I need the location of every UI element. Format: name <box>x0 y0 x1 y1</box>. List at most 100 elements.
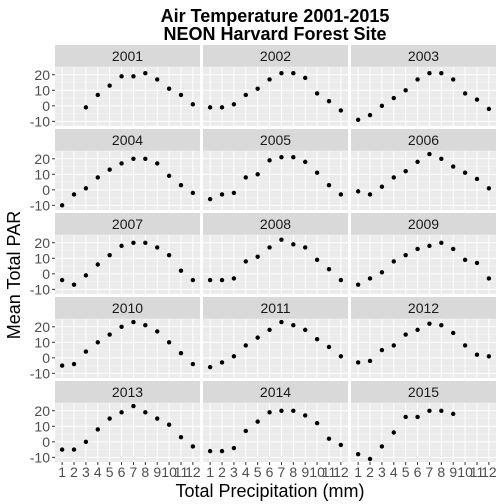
facet-strip-label: 2009 <box>408 216 439 232</box>
facet-strip-label: 2010 <box>112 300 143 316</box>
data-point <box>155 416 160 421</box>
data-point <box>427 243 432 249</box>
data-point <box>107 83 112 88</box>
facet-strip-label: 2001 <box>112 48 143 64</box>
data-point <box>355 117 361 122</box>
x-tick-label: 11 <box>174 464 189 480</box>
facet-panel-2015: 2015 <box>351 381 496 462</box>
facet-panel-2010: 2010 <box>55 297 200 378</box>
facet-strip-label: 2005 <box>260 132 291 148</box>
y-tick-label: -10 <box>30 449 50 465</box>
facet-panel-2005: 2005 <box>203 129 348 210</box>
data-point <box>119 410 124 415</box>
data-point <box>190 190 196 196</box>
data-point <box>379 347 385 353</box>
data-point <box>427 321 432 326</box>
facet-strip <box>55 213 200 235</box>
data-point <box>415 246 420 252</box>
facet-plot-area <box>203 67 348 126</box>
data-point <box>391 95 396 101</box>
data-point <box>178 350 184 356</box>
data-point <box>166 86 172 91</box>
facet-grid: 2001 2002 2003 2004 2005 2006 2007 2008 2009 2010… <box>55 45 496 462</box>
facet-plot-area <box>55 403 200 462</box>
y-tick-label: 20 <box>34 319 50 335</box>
facet-plot-area <box>203 403 348 462</box>
y-tick-label: -10 <box>30 365 50 381</box>
data-point <box>279 71 284 76</box>
data-point <box>303 75 308 81</box>
facet-strip <box>203 297 348 319</box>
data-point <box>190 444 196 449</box>
data-point <box>451 246 456 252</box>
data-point <box>231 354 237 359</box>
data-point <box>243 175 248 180</box>
data-point <box>279 155 284 160</box>
data-point <box>95 427 100 432</box>
data-point <box>71 282 77 287</box>
data-point <box>415 159 420 165</box>
data-point <box>267 77 272 82</box>
facet-strip-label: 2013 <box>112 384 143 400</box>
facet-plot-area <box>55 235 200 294</box>
data-point <box>207 105 213 110</box>
data-point <box>367 112 373 118</box>
data-point <box>143 410 148 415</box>
data-point <box>243 343 248 348</box>
data-point <box>486 354 492 359</box>
data-point <box>83 273 89 278</box>
data-point <box>178 434 184 440</box>
data-point <box>107 252 112 258</box>
x-tick-label: 4 <box>94 464 102 480</box>
y-tick-label: 0 <box>42 182 50 198</box>
data-point <box>439 240 444 245</box>
facet-plot-area <box>203 319 348 378</box>
facet-strip-label: 2003 <box>408 48 439 64</box>
facet-strip <box>203 45 348 67</box>
x-tick-label: 9 <box>301 464 309 480</box>
data-point <box>379 103 385 109</box>
data-point <box>338 108 344 113</box>
data-point <box>486 186 492 191</box>
data-point <box>391 259 396 264</box>
data-point <box>95 340 100 345</box>
data-point <box>267 158 272 163</box>
data-point <box>415 327 420 333</box>
data-point <box>314 420 320 426</box>
data-point <box>71 192 77 197</box>
data-point <box>355 360 361 365</box>
facet-panel-2011: 2011 <box>203 297 348 378</box>
data-point <box>291 408 296 413</box>
x-tick-label: 8 <box>141 464 149 480</box>
data-point <box>243 428 248 434</box>
data-point <box>303 413 308 418</box>
facet-plot-area <box>351 319 496 378</box>
facet-panel-2007: 2007 <box>55 213 200 294</box>
data-point <box>338 442 344 448</box>
data-point <box>338 277 344 283</box>
data-point <box>291 71 296 76</box>
data-point <box>415 77 420 82</box>
facet-strip-label: 2007 <box>112 216 143 232</box>
data-point <box>267 327 272 333</box>
x-tick-label: 2 <box>366 464 374 480</box>
data-point <box>131 403 136 409</box>
facet-strip-label: 2011 <box>260 300 290 316</box>
data-point <box>107 167 112 172</box>
y-tick-label: 10 <box>34 334 50 350</box>
facet-panel-2001: 2001 <box>55 45 200 126</box>
x-tick-label: 10 <box>457 464 473 480</box>
data-point <box>219 360 225 365</box>
facet-panel-2009: 2009 <box>351 213 496 294</box>
data-point <box>303 245 308 250</box>
data-point <box>314 91 320 96</box>
chart-title-line-2: NEON Harvard Forest Site <box>163 24 386 44</box>
x-tick-label: 10 <box>309 464 325 480</box>
data-point <box>231 276 237 281</box>
y-tick-label: 0 <box>42 350 50 366</box>
facet-panel-2004: 2004 <box>55 129 200 210</box>
data-point <box>255 86 260 91</box>
facet-strip <box>351 297 496 319</box>
